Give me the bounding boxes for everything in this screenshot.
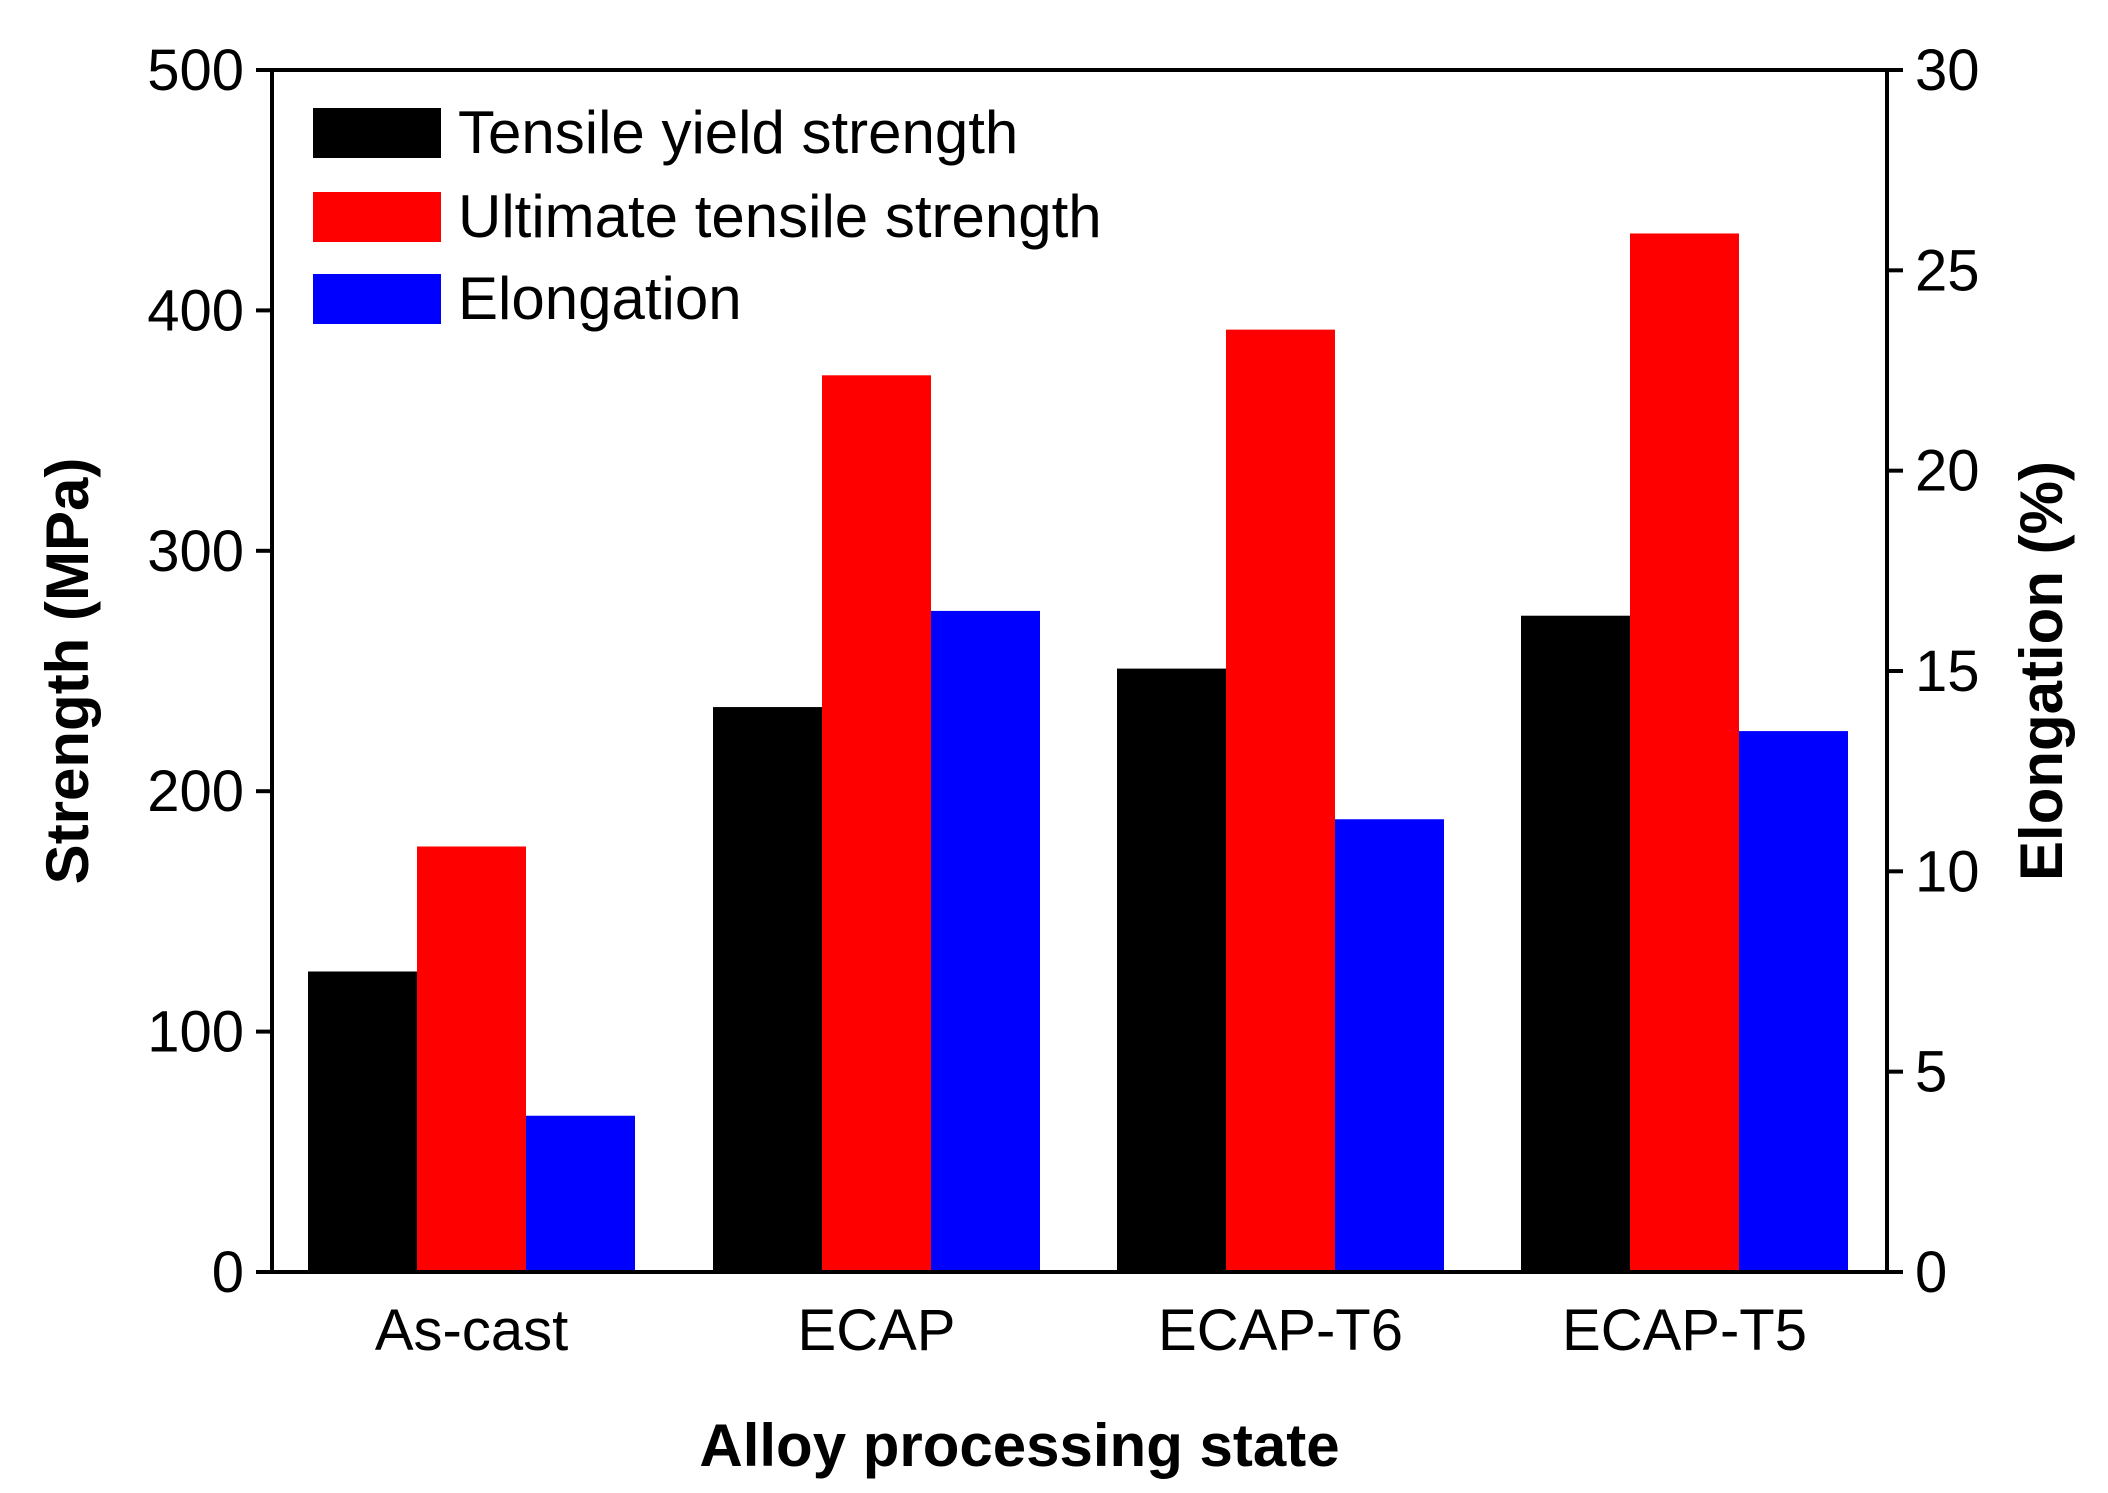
- y2-axis-title: Elongation (%): [2008, 461, 2075, 881]
- x-tick-label: ECAP-T5: [1562, 1298, 1807, 1363]
- y-tick-label: 400: [147, 278, 244, 343]
- axes-layer: 0 100 200 300 400 500 0 5 10 15 20 25 30 As-cast ECAP E…: [147, 38, 1979, 1363]
- bar-ultimate-tensile-strength-1: [822, 375, 931, 1273]
- x-tick-label: As-cast: [375, 1298, 568, 1363]
- y2-tick-label: 10: [1915, 839, 1980, 904]
- x-axis-title: Alloy processing state: [699, 1412, 1339, 1479]
- bar-ultimate-tensile-strength-3: [1630, 233, 1739, 1272]
- y2-tick-label: 20: [1915, 439, 1980, 504]
- legend-swatch-tensile-yield-strength: [313, 108, 441, 158]
- bar-tensile-yield-strength-2: [1117, 668, 1226, 1272]
- bar-ultimate-tensile-strength-2: [1226, 329, 1335, 1273]
- y-axis-title: Strength (MPa): [34, 458, 101, 885]
- y-tick-label: 0: [212, 1240, 244, 1305]
- legend-swatch-elongation: [313, 274, 441, 324]
- x-tick-label: ECAP: [798, 1298, 956, 1363]
- legend-label-ultimate-tensile-strength: Ultimate tensile strength: [458, 183, 1102, 250]
- y2-tick-label: 0: [1915, 1240, 1947, 1305]
- bar-elongation-2: [1335, 819, 1444, 1272]
- bar-ultimate-tensile-strength-0: [417, 846, 526, 1272]
- x-tick-label: ECAP-T6: [1158, 1298, 1403, 1363]
- legend-label-tensile-yield-strength: Tensile yield strength: [458, 99, 1018, 166]
- y-tick-label: 300: [147, 519, 244, 584]
- bar-elongation-3: [1739, 731, 1848, 1272]
- y-tick-label: 200: [147, 759, 244, 824]
- y2-tick-label: 15: [1915, 639, 1980, 704]
- legend: Tensile yield strength Ultimate tensile s…: [313, 99, 1102, 332]
- bar-elongation-1: [931, 610, 1040, 1272]
- legend-label-elongation: Elongation: [458, 265, 742, 332]
- bar-elongation-0: [526, 1115, 635, 1272]
- y2-tick-label: 5: [1915, 1040, 1947, 1105]
- bar-tensile-yield-strength-3: [1521, 615, 1630, 1272]
- y2-tick-label: 25: [1915, 238, 1980, 303]
- bar-tensile-yield-strength-1: [713, 707, 822, 1272]
- y-tick-label: 100: [147, 1000, 244, 1065]
- y2-tick-label: 30: [1915, 38, 1980, 103]
- y-tick-label: 500: [147, 38, 244, 103]
- legend-swatch-ultimate-tensile-strength: [313, 192, 441, 242]
- bars-layer: [308, 233, 1848, 1273]
- bar-tensile-yield-strength-0: [308, 971, 417, 1272]
